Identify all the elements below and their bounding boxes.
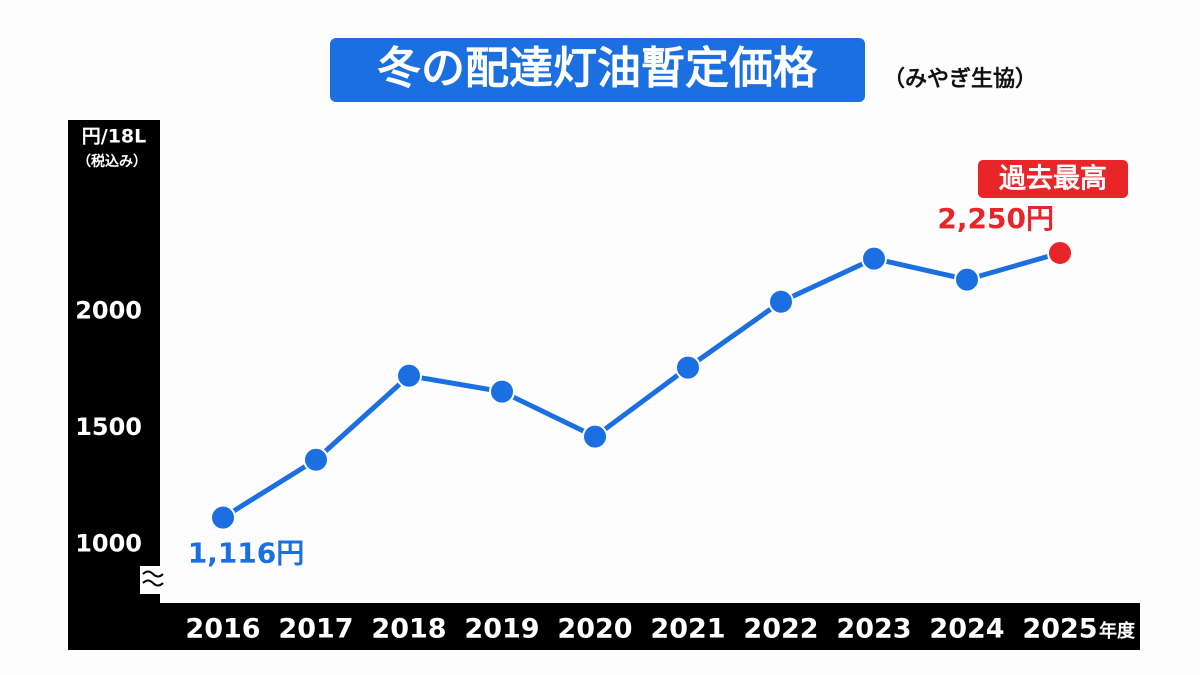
x-tick-label: 2018 [371, 614, 446, 645]
y-tick-label: 1000 [75, 530, 142, 558]
x-tick-label: 2023 [836, 614, 911, 645]
y-tick-label: 2000 [75, 296, 142, 324]
axis-break-bg [140, 566, 166, 594]
x-tick-label: 2019 [464, 614, 539, 645]
x-axis-label: 年度 [1099, 620, 1136, 642]
point [768, 288, 794, 315]
value-label: 2,250円 [937, 202, 1054, 235]
y-axis-band [68, 120, 160, 650]
value-label: 1,116円 [188, 537, 305, 570]
annotation: 過去最高 [999, 163, 1107, 195]
point [861, 245, 887, 272]
x-tick-label: 2016 [185, 614, 260, 645]
point [675, 354, 701, 381]
chart-title: 冬の配達灯油暫定価格 [377, 43, 818, 94]
y-axis-label: 円/18L [82, 126, 147, 148]
x-tick-label: 2025 [1022, 614, 1097, 645]
x-tick-label: 2021 [650, 614, 725, 645]
y-axis-note: （税込み） [77, 153, 147, 170]
x-tick-label: 2024 [929, 614, 1004, 645]
annotation-box [978, 160, 1128, 198]
chart-subtitle: （みやぎ生協） [883, 66, 1037, 92]
point [210, 504, 236, 531]
x-axis-band [68, 603, 1140, 650]
x-tick-label: 2022 [743, 614, 818, 645]
axis-break [142, 570, 164, 587]
point [303, 446, 329, 473]
point [396, 362, 422, 389]
y-tick-label: 1500 [75, 413, 142, 441]
x-tick-label: 2017 [278, 614, 353, 645]
line [221, 250, 1061, 520]
point [582, 423, 608, 450]
point [954, 266, 980, 293]
point [489, 378, 515, 405]
point [1047, 240, 1073, 266]
title-box [330, 38, 865, 102]
x-tick-label: 2020 [557, 614, 632, 645]
